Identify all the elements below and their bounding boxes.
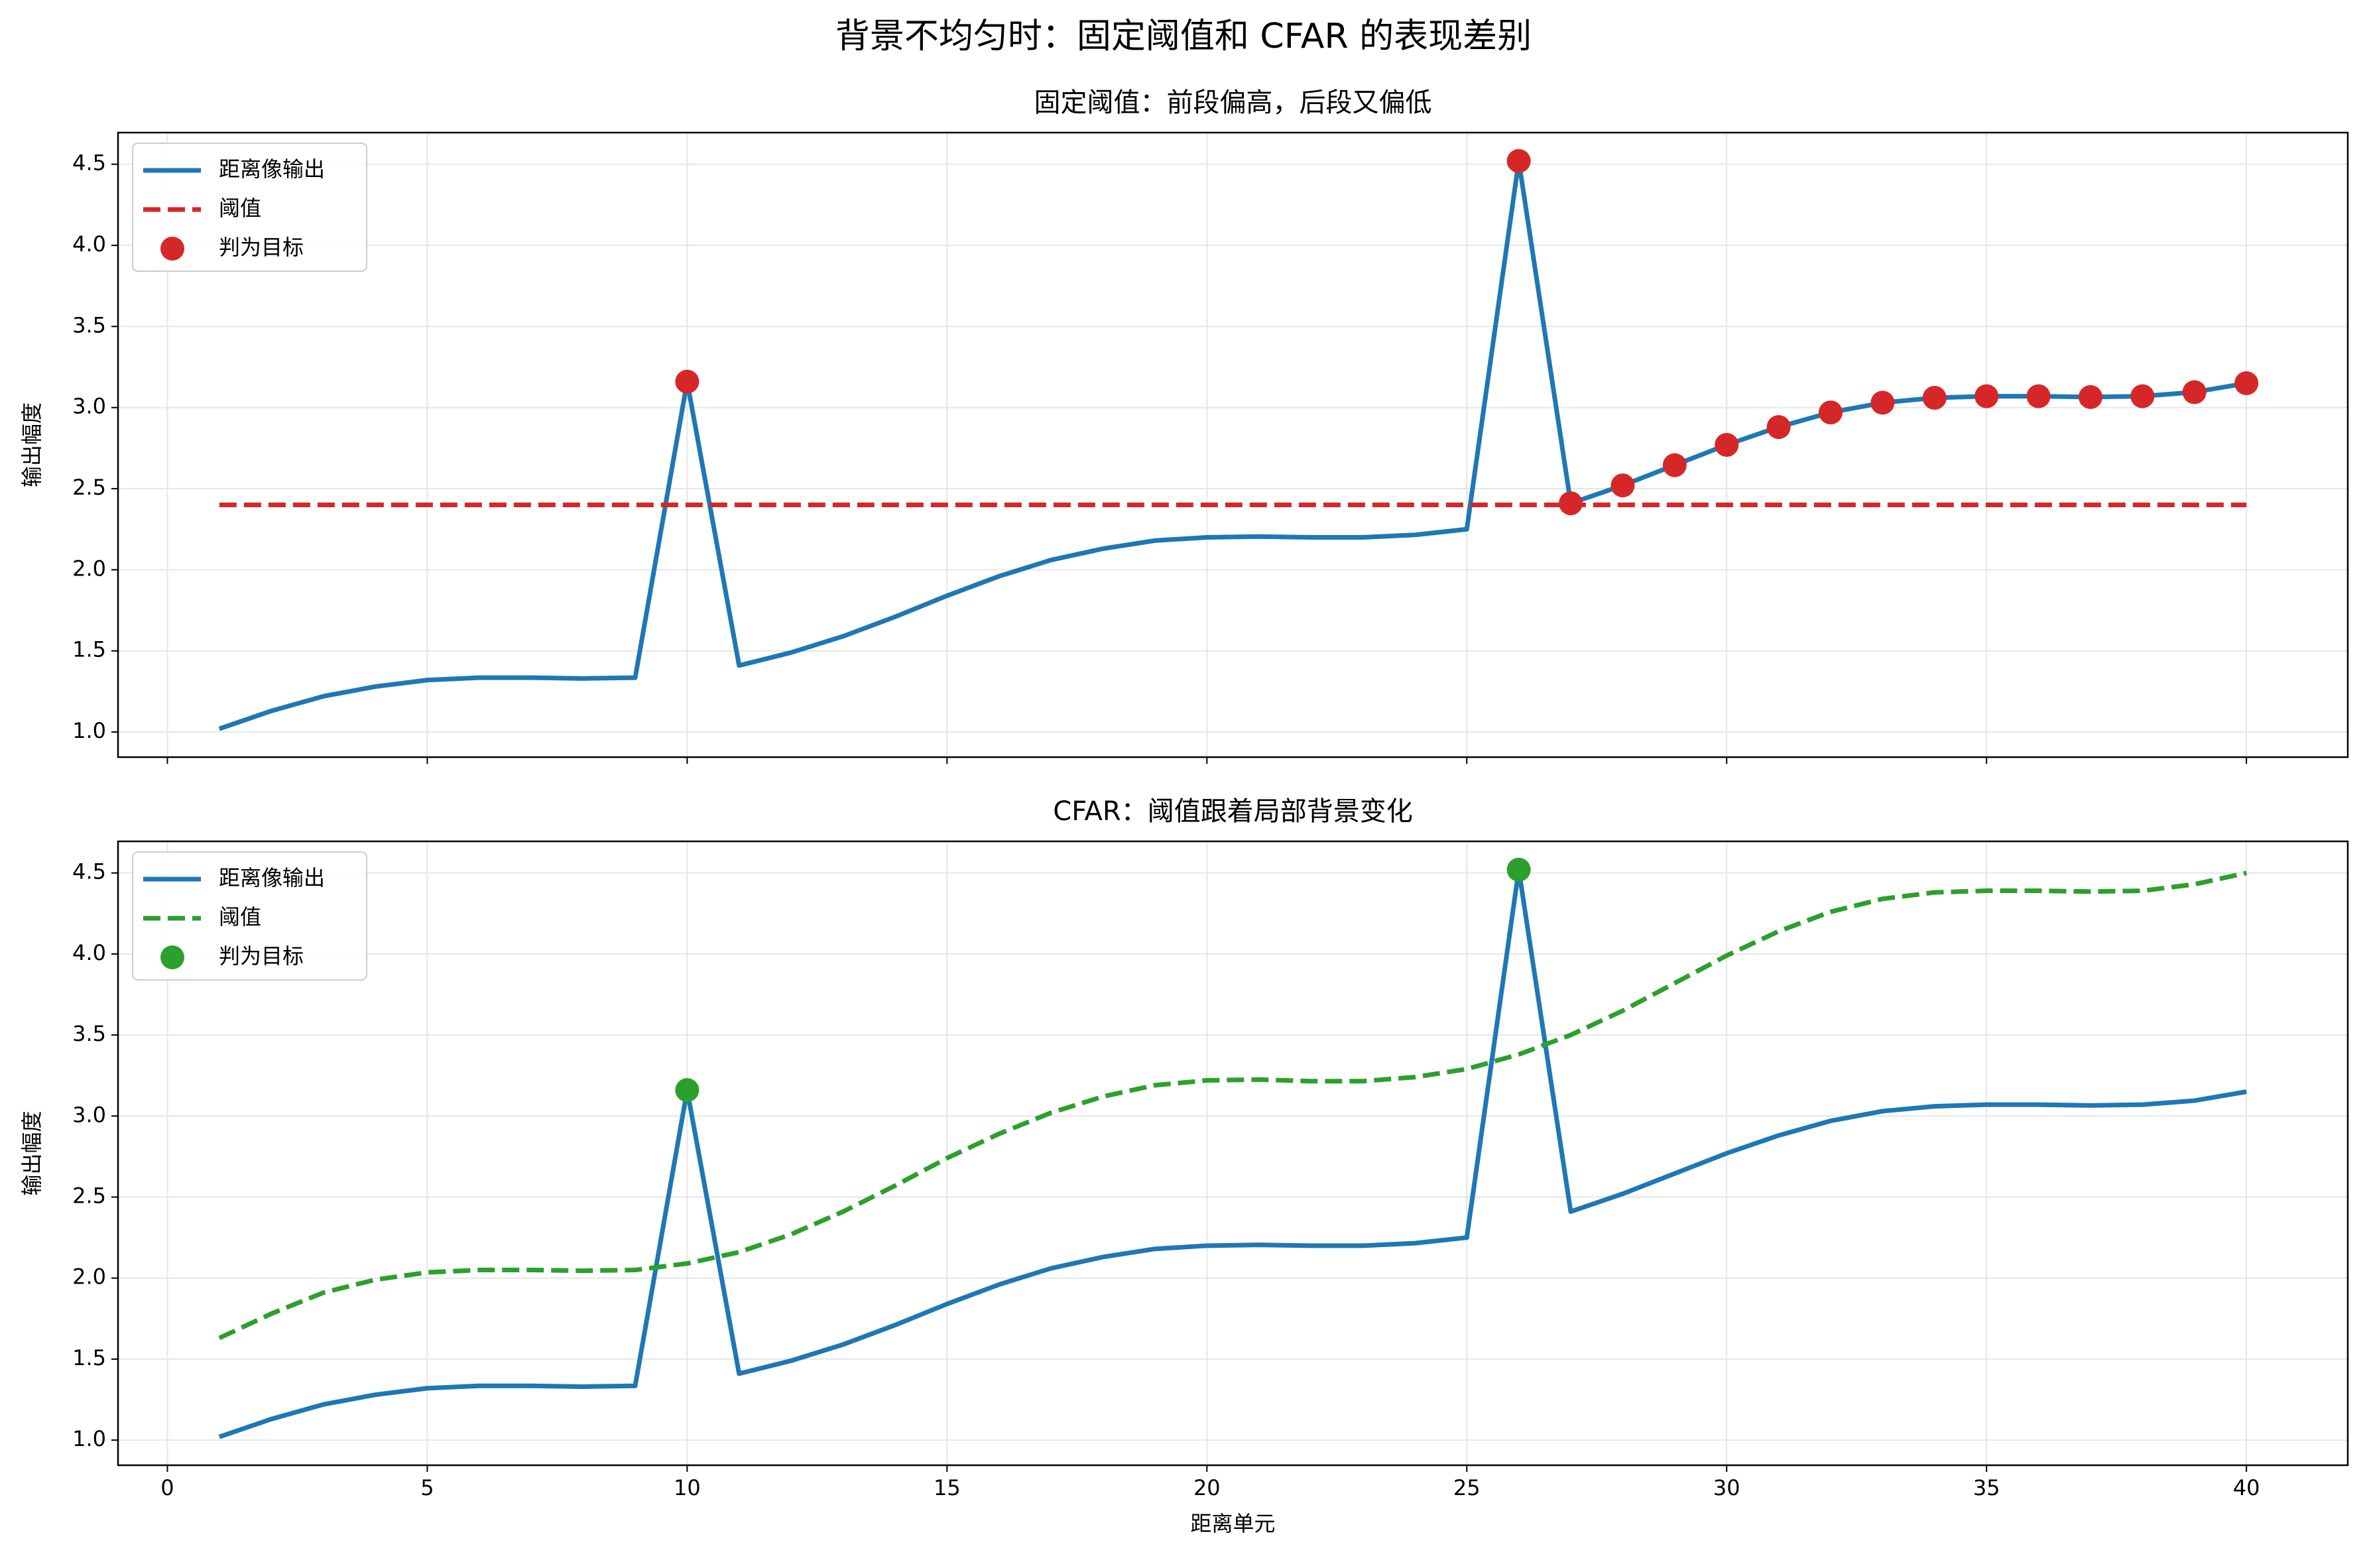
output-line bbox=[218, 867, 2247, 1439]
y-tick-label: 2.5 bbox=[72, 1183, 106, 1208]
legend-label: 距离像输出 bbox=[219, 865, 325, 890]
subplot: 固定阈值：前段偏高，后段又偏低 1.0 1.5 2.0 2.5 3.0 3.5 4.0 4.5 输… bbox=[19, 88, 2349, 764]
y-tick-label: 3.5 bbox=[72, 312, 106, 337]
y-tick-label: 1.5 bbox=[72, 637, 106, 662]
target-marker bbox=[1819, 400, 1843, 425]
subplot: CFAR：阈值跟着局部背景变化 0 5 10 15 20 25 30 35 40 1.0 1.5 2.0… bbox=[19, 796, 2349, 1536]
y-tick-label: 1.0 bbox=[72, 718, 106, 743]
x-axis-label: 距离单元 bbox=[1190, 1511, 1275, 1536]
x-tick-label: 20 bbox=[1193, 1475, 1221, 1500]
x-tick-label: 40 bbox=[2233, 1475, 2260, 1500]
y-axis-label: 输出幅度 bbox=[19, 1111, 44, 1195]
axes-frame bbox=[117, 840, 2349, 1467]
y-tick-label: 4.0 bbox=[72, 940, 106, 965]
target-marker bbox=[2078, 385, 2102, 409]
x-tick-label: 25 bbox=[1453, 1475, 1481, 1500]
y-tick-label: 3.0 bbox=[72, 1102, 106, 1127]
legend-label: 判为目标 bbox=[219, 235, 304, 260]
y-tick-label: 3.0 bbox=[72, 394, 106, 419]
y-axis-label: 输出幅度 bbox=[19, 402, 44, 487]
legend-label: 阈值 bbox=[219, 196, 261, 221]
target-marker bbox=[1870, 391, 1895, 415]
y-tick-label: 2.0 bbox=[72, 556, 106, 581]
subplot-title: 固定阈值：前段偏高，后段又偏低 bbox=[1034, 88, 1432, 118]
figure-title: 背景不均匀时：固定阈值和 CFAR 的表现差别 bbox=[835, 17, 1532, 56]
target-marker bbox=[2234, 371, 2259, 396]
target-marker bbox=[1506, 149, 1531, 173]
target-marker bbox=[2130, 384, 2155, 408]
x-tick-label: 30 bbox=[1713, 1475, 1740, 1500]
output-line bbox=[218, 158, 2247, 731]
legend-label: 阈值 bbox=[219, 904, 261, 930]
legend-box bbox=[132, 851, 367, 981]
y-tick-label: 4.5 bbox=[72, 151, 106, 176]
target-marker bbox=[1506, 857, 1531, 882]
target-marker bbox=[1715, 433, 1739, 457]
y-tick-label: 2.0 bbox=[72, 1264, 106, 1290]
legend-label: 判为目标 bbox=[219, 943, 304, 969]
y-tick-label: 4.5 bbox=[72, 859, 106, 884]
subplot-title: CFAR：阈值跟着局部背景变化 bbox=[1053, 796, 1412, 827]
target-marker bbox=[1610, 473, 1635, 498]
x-tick-label: 0 bbox=[160, 1475, 174, 1500]
x-tick-label: 5 bbox=[420, 1475, 434, 1500]
threshold-line bbox=[218, 871, 2247, 1341]
legend-marker bbox=[160, 945, 184, 969]
y-tick-label: 2.5 bbox=[72, 475, 106, 500]
x-tick-label: 10 bbox=[674, 1475, 701, 1500]
x-tick-label: 15 bbox=[934, 1475, 961, 1500]
target-marker bbox=[2182, 380, 2207, 404]
axes-frame bbox=[117, 131, 2349, 758]
legend-label: 距离像输出 bbox=[219, 156, 325, 182]
target-marker bbox=[675, 1078, 699, 1103]
target-marker bbox=[1559, 491, 1583, 516]
y-tick-label: 4.0 bbox=[72, 231, 106, 257]
target-marker bbox=[1766, 415, 1791, 440]
y-tick-label: 1.0 bbox=[72, 1426, 106, 1451]
target-marker bbox=[675, 369, 699, 394]
target-marker bbox=[1922, 386, 1947, 410]
legend-marker bbox=[160, 237, 184, 261]
y-tick-label: 3.5 bbox=[72, 1021, 106, 1046]
legend-box bbox=[132, 143, 367, 272]
target-marker bbox=[1662, 453, 1687, 477]
y-tick-label: 1.5 bbox=[72, 1345, 106, 1370]
x-tick-label: 35 bbox=[1973, 1475, 2000, 1500]
target-marker bbox=[2026, 384, 2051, 408]
target-marker bbox=[1974, 384, 1999, 408]
